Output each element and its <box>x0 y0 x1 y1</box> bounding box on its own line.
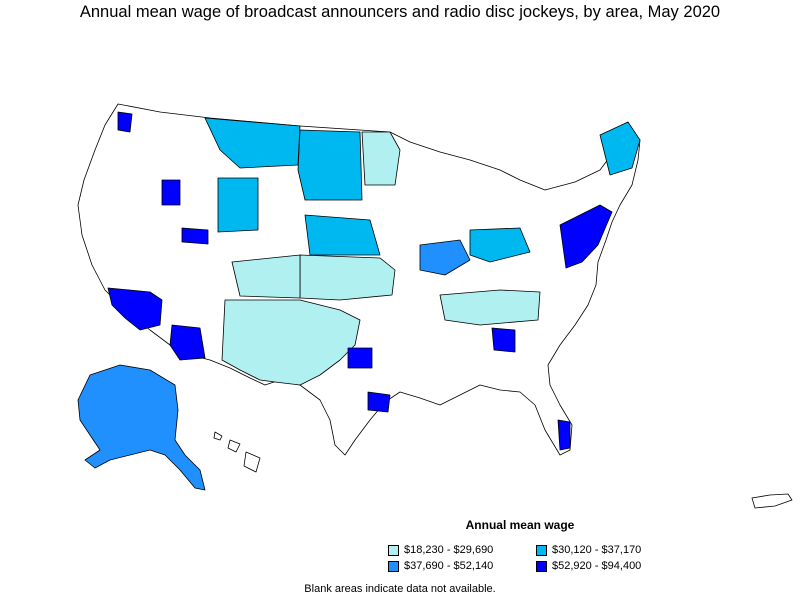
region-ohio-valley <box>469 227 531 263</box>
region-hawaii <box>213 431 261 473</box>
footnote: Blank areas indicate data not available. <box>304 583 496 595</box>
region-atlanta <box>491 327 516 353</box>
region-denver <box>181 227 209 245</box>
legend: Annual mean wage $18,230 - $29,690 $30,1… <box>370 518 690 580</box>
legend-label-range-1: $18,230 - $29,690 <box>404 544 494 556</box>
region-southern-california <box>107 287 163 331</box>
region-wyoming <box>217 177 259 233</box>
legend-item-range-3: $37,690 - $52,140 <box>388 560 493 572</box>
region-dakota <box>297 129 363 201</box>
region-great-lakes <box>419 239 471 276</box>
legend-label-range-4: $52,920 - $94,400 <box>552 560 642 572</box>
region-salt-lake <box>161 179 181 206</box>
legend-label-range-3: $37,690 - $52,140 <box>404 560 494 572</box>
region-minnesota-light <box>361 131 401 186</box>
region-southeast-light <box>439 289 541 326</box>
region-new-england <box>599 121 641 176</box>
legend-swatch-range-3 <box>388 560 399 572</box>
region-seattle <box>117 111 133 133</box>
region-kansas-light <box>299 254 396 301</box>
region-nebraska <box>304 214 381 256</box>
region-montana <box>204 117 301 169</box>
legend-swatch-range-1 <box>388 544 399 556</box>
region-northeast-corridor <box>559 204 613 269</box>
region-colorado-light <box>231 254 301 299</box>
region-alaska <box>77 364 206 491</box>
region-phoenix <box>169 324 206 361</box>
region-southwest-light <box>221 299 361 386</box>
legend-swatch-range-2 <box>536 544 547 556</box>
legend-title: Annual mean wage <box>465 518 575 532</box>
legend-swatch-range-4 <box>536 560 547 572</box>
region-houston <box>367 391 391 413</box>
legend-item-range-4: $52,920 - $94,400 <box>536 560 641 572</box>
legend-item-range-1: $18,230 - $29,690 <box>388 544 493 556</box>
legend-item-range-2: $30,120 - $37,170 <box>536 544 641 556</box>
map-title: Annual mean wage of broadcast announcers… <box>79 3 721 21</box>
region-puerto-rico <box>751 493 793 509</box>
region-dallas <box>347 347 373 369</box>
legend-label-range-2: $30,120 - $37,170 <box>552 544 642 556</box>
region-south-florida <box>557 419 571 451</box>
